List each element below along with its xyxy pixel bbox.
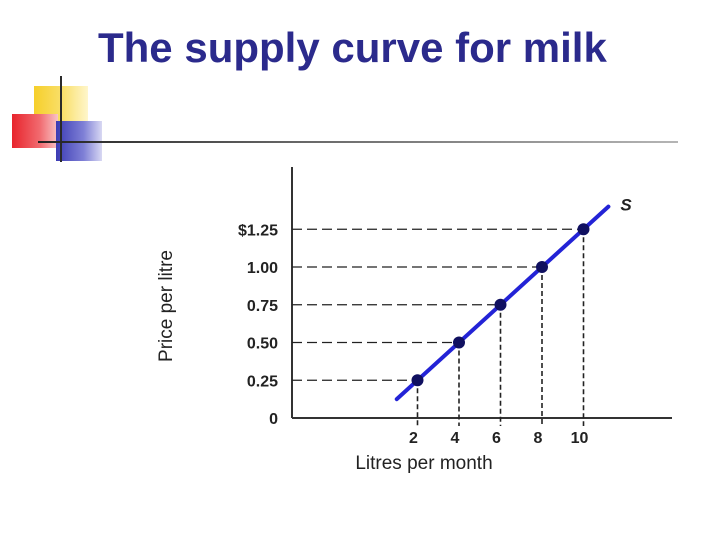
data-point xyxy=(494,298,507,311)
y-axis-label: Price per litre xyxy=(156,250,177,362)
chart-axes xyxy=(291,167,672,419)
chart-points xyxy=(411,223,590,387)
decorative-horizontal-rule xyxy=(38,141,678,143)
data-point xyxy=(453,336,465,349)
chart-tick-labels: 0 0.25 0.50 0.75 1.00 $1.25 2 4 6 8 10 xyxy=(238,222,589,447)
data-point xyxy=(411,374,424,387)
data-point xyxy=(577,223,590,236)
y-tick-label: 0 xyxy=(269,411,278,428)
x-tick-label: 10 xyxy=(571,430,589,447)
supply-curve-label: S xyxy=(620,196,632,215)
y-tick-label: 1.00 xyxy=(247,260,278,277)
y-tick-label: 0.50 xyxy=(247,336,278,353)
x-tick-label: 4 xyxy=(451,430,460,447)
x-tick-label: 2 xyxy=(409,430,418,447)
x-tick-label: 6 xyxy=(492,430,501,447)
y-tick-label: 0.75 xyxy=(247,298,278,315)
chart-guide-lines xyxy=(292,228,585,426)
x-axis-label: Litres per month xyxy=(355,453,492,474)
decorative-vertical-rule xyxy=(60,76,62,162)
data-point xyxy=(536,261,548,273)
y-tick-label: 0.25 xyxy=(247,373,278,390)
y-tick-label: $1.25 xyxy=(238,222,278,239)
chart-series: S xyxy=(394,196,632,402)
slide-title: The supply curve for milk xyxy=(98,24,607,71)
x-tick-label: 8 xyxy=(534,430,543,447)
